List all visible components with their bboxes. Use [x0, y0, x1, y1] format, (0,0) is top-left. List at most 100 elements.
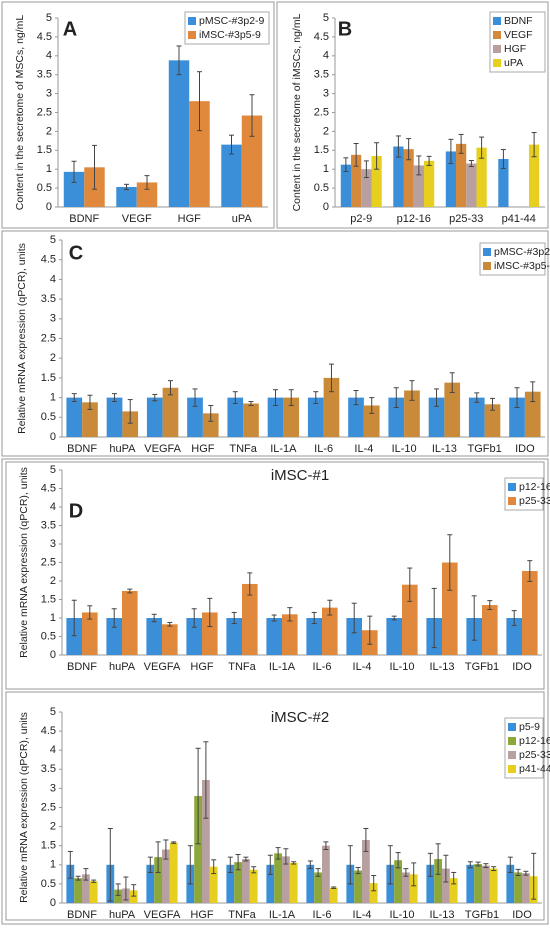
legend-swatch [493, 59, 501, 67]
bar [202, 413, 219, 437]
panel-label: A [63, 18, 77, 40]
y-tick-label: 3 [50, 782, 56, 794]
bar [234, 862, 242, 903]
bar [66, 618, 82, 655]
legend-swatch [508, 751, 516, 759]
bar [267, 397, 284, 437]
y-tick-label: 3 [50, 538, 56, 550]
bar [322, 607, 338, 655]
y-tick-label: 0.5 [41, 411, 56, 423]
x-tick-label: IDO [512, 661, 532, 673]
bar [307, 397, 324, 437]
x-tick-label: IL-6 [313, 661, 332, 673]
bar [426, 864, 435, 903]
y-tick-label: 3.5 [41, 763, 56, 775]
x-tick-label: BDNF [69, 213, 99, 225]
y-tick-label: 2.5 [41, 801, 56, 813]
legend-swatch [493, 31, 501, 39]
legend-label: VEGF [504, 29, 533, 41]
x-tick-label: IL-13 [429, 909, 454, 921]
panel-frame [5, 461, 545, 690]
y-tick-label: 4.5 [41, 482, 56, 494]
y-tick-label: 1.5 [37, 144, 52, 156]
y-tick-label: 3.5 [41, 293, 56, 305]
y-tick-label: 5 [46, 12, 52, 24]
y-tick-label: 4 [323, 50, 329, 62]
x-tick-label: TNFa [229, 443, 257, 455]
bar [82, 612, 98, 655]
bar [243, 403, 259, 437]
bar [444, 382, 461, 437]
y-tick-label: 0.5 [314, 182, 329, 194]
y-tick-label: 0.5 [41, 630, 56, 642]
bar [482, 865, 490, 903]
legend-swatch [483, 262, 491, 270]
bar [402, 872, 410, 903]
panel-frame [1, 1, 275, 229]
legend-label: p25-33 [519, 495, 550, 507]
bar [189, 101, 210, 207]
x-tick-label: IL-13 [432, 443, 457, 455]
legend-label: pMSC-#3p2-9 [494, 246, 550, 258]
bar [362, 839, 370, 903]
bar [82, 402, 98, 437]
x-tick-label: IL-1A [270, 443, 297, 455]
bar [403, 149, 414, 207]
y-tick-label: 0.5 [41, 878, 56, 890]
legend-label: p12-16 [519, 735, 550, 747]
panel-frame [276, 1, 549, 229]
bar [129, 890, 138, 903]
y-tick-label: 4 [50, 744, 56, 756]
bar [106, 397, 123, 437]
y-tick-label: 1.5 [41, 593, 56, 605]
bar [482, 605, 498, 655]
bar [186, 618, 202, 655]
y-tick-label: 5 [50, 234, 56, 246]
legend-swatch [508, 723, 516, 731]
bar [476, 147, 487, 207]
y-tick-label: 2 [50, 575, 56, 587]
bar [306, 864, 315, 903]
legend-label: HGF [504, 43, 526, 55]
bar [386, 618, 402, 655]
legend-swatch [188, 17, 196, 25]
bar [202, 779, 210, 903]
bar [63, 171, 85, 207]
y-tick-label: 0 [323, 201, 329, 213]
bar [282, 614, 298, 655]
bar [413, 165, 424, 207]
legend-swatch [508, 497, 516, 505]
legend-swatch [508, 737, 516, 745]
x-tick-label: TGFb1 [465, 661, 499, 673]
panel-label: B [338, 18, 352, 40]
bar [209, 866, 218, 903]
y-axis-label: Relative mRNA expression (qPCR), units [18, 712, 30, 903]
y-tick-label: 2 [46, 125, 52, 137]
legend-swatch [508, 765, 516, 773]
bar [348, 397, 364, 437]
bar [116, 186, 137, 207]
bar [468, 397, 485, 437]
bar [449, 878, 458, 903]
bar [484, 404, 501, 437]
y-tick-label: 1 [323, 163, 329, 175]
y-tick-label: 3 [50, 313, 56, 325]
bar [266, 618, 282, 655]
legend-swatch [493, 17, 501, 25]
legend-swatch [508, 483, 516, 491]
y-tick-label: 2.5 [41, 556, 56, 568]
bar [289, 862, 298, 903]
x-tick-label: TGFb1 [468, 443, 502, 455]
bar [162, 387, 179, 437]
bar [456, 143, 467, 207]
bar [371, 155, 382, 207]
y-tick-label: 5 [50, 706, 56, 718]
legend-label: p12-16 [519, 481, 550, 493]
chart-title: iMSC-#2 [271, 709, 329, 726]
bar [241, 115, 263, 207]
bar [506, 618, 522, 655]
bar [114, 889, 122, 903]
bar [466, 864, 475, 903]
y-tick-label: 3 [46, 88, 52, 100]
x-tick-label: IDO [512, 909, 532, 921]
